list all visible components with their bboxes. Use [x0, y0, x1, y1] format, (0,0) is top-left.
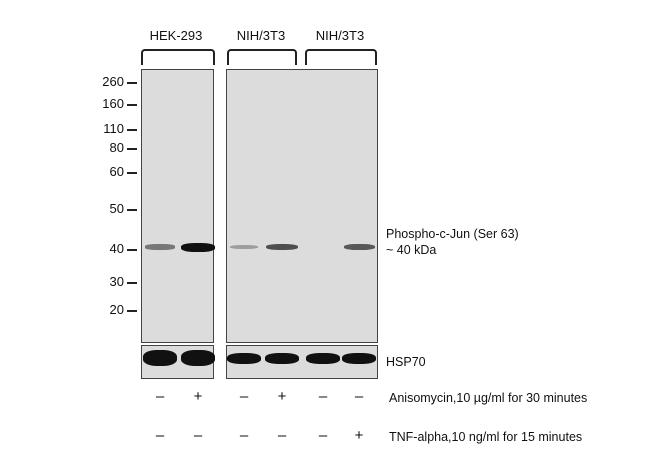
group-label-nih3t3-2: NIH/3T3: [315, 28, 365, 43]
mw-marker-label: 60: [109, 164, 124, 179]
phospho-cjun-band: [343, 244, 375, 250]
mw-marker-label: 30: [109, 274, 124, 289]
mw-marker-label: 40: [109, 241, 124, 256]
treatment-sign: –: [239, 388, 249, 405]
mw-marker-label: 20: [109, 302, 124, 317]
group-label-nih3t3-1: NIH/3T3: [236, 28, 286, 43]
treatment-sign: –: [354, 388, 364, 405]
target-size-label: ~ 40 kDa: [386, 243, 437, 257]
phospho-cjun-band: [144, 244, 176, 250]
group-bracket: [141, 49, 215, 65]
mw-marker-label: 80: [109, 140, 124, 155]
target-label: Phospho-c-Jun (Ser 63): [386, 227, 519, 241]
mw-marker-label: 160: [102, 96, 124, 111]
treatment-sign: –: [277, 427, 287, 444]
mw-marker-tick: [127, 310, 137, 312]
phospho-cjun-band: [181, 242, 215, 252]
blot-panel-right: [226, 69, 378, 343]
mw-marker-tick: [127, 129, 137, 131]
mw-marker-label: 110: [103, 121, 124, 136]
treatment-sign: –: [318, 427, 328, 444]
mw-marker-label: 260: [102, 74, 124, 89]
treatment-sign: –: [239, 427, 249, 444]
mw-marker-tick: [127, 282, 137, 284]
treatment-sign: –: [155, 388, 165, 405]
hsp70-band: [143, 350, 177, 366]
treatment-sign: –: [155, 427, 165, 444]
mw-marker-tick: [127, 249, 137, 251]
mw-marker-tick: [127, 82, 137, 84]
hsp70-band: [181, 350, 215, 366]
loading-control-label: HSP70: [386, 355, 426, 369]
treatment-sign: –: [193, 427, 203, 444]
group-label-hek293: HEK-293: [149, 28, 203, 43]
hsp70-band: [306, 352, 340, 364]
mw-marker-label: 50: [109, 201, 124, 216]
hsp70-band: [342, 352, 376, 364]
group-bracket: [227, 49, 297, 65]
treatment-label-anisomycin: Anisomycin,10 µg/ml for 30 minutes: [389, 391, 588, 405]
group-bracket: [305, 49, 377, 65]
hsp70-band: [227, 352, 261, 364]
treatment-sign: +: [277, 388, 287, 405]
mw-marker-tick: [127, 172, 137, 174]
phospho-cjun-band: [229, 245, 259, 249]
mw-marker-tick: [127, 148, 137, 150]
mw-marker-tick: [127, 209, 137, 211]
treatment-sign: +: [193, 388, 203, 405]
blot-panel-left: [141, 69, 214, 343]
phospho-cjun-band: [266, 243, 298, 251]
treatment-label-tnf: TNF-alpha,10 ng/ml for 15 minutes: [389, 430, 583, 444]
hsp70-band: [265, 352, 299, 364]
treatment-sign: +: [354, 427, 364, 444]
treatment-sign: –: [318, 388, 328, 405]
mw-marker-tick: [127, 104, 137, 106]
